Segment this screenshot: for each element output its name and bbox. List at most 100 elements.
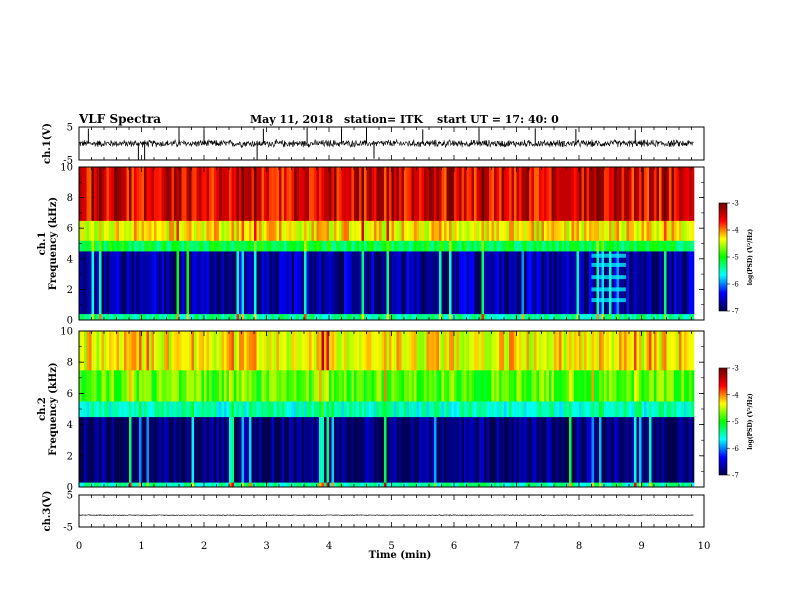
ch2-spectrogram-cell <box>159 331 162 371</box>
ch1-spectrogram-cell <box>456 251 460 315</box>
ch2-spectrogram-cell <box>89 331 92 371</box>
ch2-spectrogram-cell <box>344 482 347 488</box>
ch2-spectrogram-cell <box>661 482 665 488</box>
ch2-spectrogram-cell <box>81 401 85 418</box>
ch1-spectrogram-cell <box>301 313 305 321</box>
ch1-spectrogram-cell <box>159 220 162 241</box>
ch2-spectrogram-cell <box>681 370 685 402</box>
ch1-spectrogram-cell <box>129 167 132 221</box>
ch1-spectrogram-cell <box>556 167 560 221</box>
ch1-spectrogram-cell <box>201 251 205 315</box>
ch2-spectrogram-cell <box>269 370 272 402</box>
ch2-spectrogram-cell <box>221 370 225 402</box>
ch2-spectrogram-cell <box>234 331 237 371</box>
ch1-spectrogram-cell <box>91 313 95 321</box>
ch2-spectrogram-cell <box>531 370 535 402</box>
ch2-spectrogram-cell <box>129 416 132 483</box>
ch1-spectrogram-cell <box>204 251 207 315</box>
ch2-spectrogram-cell <box>214 482 217 488</box>
ch2-spectrogram-cell <box>261 370 265 402</box>
ch1-spectrogram-cell <box>389 220 392 241</box>
ch1-spectrogram-cell <box>491 251 495 315</box>
ch1-spectrogram-cell <box>344 240 347 252</box>
ch1-spectrogram-cell <box>606 220 610 241</box>
ch2-spectrogram-cell <box>501 482 505 488</box>
ch1-spectrogram-cell <box>436 220 440 241</box>
ch2-spectrogram-cell <box>389 416 392 483</box>
ch1-spectrogram-cell <box>206 251 210 315</box>
ch1-spectrogram-striation <box>591 275 626 280</box>
ch2-spectrogram-cell <box>414 370 417 402</box>
ch1-spectrogram-cell <box>541 313 545 321</box>
ch2-spectrogram-cell <box>494 331 497 371</box>
ch1-spectrogram-cell <box>384 167 387 221</box>
ch1-spectrogram-cell <box>546 251 550 315</box>
ch1-spectrogram-cell <box>129 313 132 321</box>
ch1-spectrogram-cell <box>216 313 220 321</box>
ch2-spectrogram-cell <box>544 416 547 483</box>
ch2-spectrogram-cell <box>619 482 622 488</box>
ch2-spectrogram-cell <box>191 331 195 371</box>
ch1-spectrogram-cell <box>464 313 467 321</box>
ch2-spectrogram-cell <box>144 401 147 418</box>
ch1-spectrogram-cell <box>186 167 190 221</box>
ch1-spectrogram-cell <box>236 313 240 321</box>
ch2-spectrogram-cell <box>609 401 612 418</box>
ch1-spectrogram-cell <box>179 220 182 241</box>
ch1-spectrogram-cell <box>276 240 280 252</box>
ch2-spectrogram-cell <box>276 370 280 402</box>
ch1-spectrogram-cell <box>209 251 212 315</box>
ch1-spectrogram-cell <box>216 167 220 221</box>
ch2-spectrogram-cell <box>361 482 365 488</box>
ch1-spectrogram-cell <box>574 313 577 321</box>
ch1-spectrogram-cell <box>144 251 147 315</box>
ch1-spectrogram-cell <box>151 240 155 252</box>
ch1-waveform-ytick-label: -5 <box>63 156 73 167</box>
ch1-spectrogram-cell <box>301 220 305 241</box>
ch1-spectrogram-cell <box>371 167 375 221</box>
ch2-spectrogram-cell <box>406 370 410 402</box>
ch2-spectrogram-cell <box>106 401 110 418</box>
ch1-spectrogram-cell <box>116 220 120 241</box>
ch2-spectrogram-cell <box>421 331 425 371</box>
ch2-spectrogram-cell <box>269 482 272 488</box>
ch2-spectrogram-cell <box>369 416 372 483</box>
ch2-spectrogram-cell <box>539 401 542 418</box>
ch1-spectrogram-cell <box>659 220 662 241</box>
ch1-spectrogram-cell <box>119 313 122 321</box>
ch2-spectrogram-cell <box>344 401 347 418</box>
ch2-spectrogram-cell <box>589 370 592 402</box>
ch1-spectrogram-cell <box>281 240 285 252</box>
ch2-spectrogram-cell <box>679 482 682 488</box>
ch1-spectrogram-cell <box>276 313 280 321</box>
ch2-spectrogram-cell <box>149 482 152 488</box>
ch2-spectrogram-ytick-label: 8 <box>67 358 73 369</box>
ch1-spectrogram-cell <box>576 220 580 241</box>
ch2-spectrogram-cell <box>481 401 485 418</box>
ch2-spectrogram-cell <box>321 401 325 418</box>
ch2-spectrogram-cell <box>564 416 567 483</box>
ch1-spectrogram-cell <box>474 240 477 252</box>
ch1-spectrogram-cell <box>109 167 112 221</box>
ch2-spectrogram-cell <box>579 370 582 402</box>
ch2-spectrogram-cell <box>199 401 202 418</box>
ch2-spectrogram-cell <box>174 331 177 371</box>
ch1-spectrogram-cell <box>279 313 282 321</box>
ch1-spectrogram-cell <box>114 220 117 241</box>
ch2-spectrogram-cell <box>354 482 357 488</box>
ch2-spectrogram-cell <box>191 482 195 488</box>
ch1-spectrogram-cell <box>369 240 372 252</box>
ch2-spectrogram-cell <box>121 331 125 371</box>
ch1-spectrogram-cell <box>451 167 455 221</box>
ch2-spectrogram-cell <box>201 401 205 418</box>
ch1-spectrogram-cell <box>569 167 572 221</box>
ch1-spectrogram-cell <box>94 220 97 241</box>
ch2-spectrogram-cell <box>389 401 392 418</box>
ch3-waveform-ylabel: ch.3(V) <box>42 490 53 531</box>
ch2-spectrogram-cell <box>626 401 630 418</box>
ch2-spectrogram-cell <box>196 331 200 371</box>
ch2-spectrogram-cell <box>279 331 282 371</box>
ch2-spectrogram-cell <box>79 416 82 483</box>
ch1-spectrogram-cell <box>656 220 660 241</box>
ch2-spectrogram-cell <box>389 370 392 402</box>
